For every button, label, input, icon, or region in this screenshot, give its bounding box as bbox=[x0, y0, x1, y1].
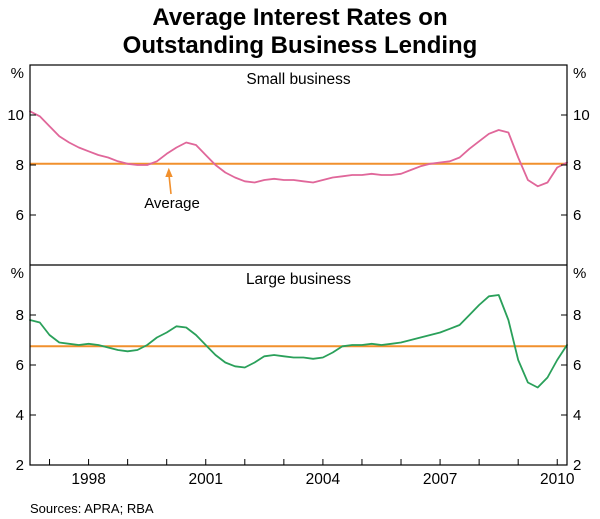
plot-border bbox=[29, 64, 568, 466]
panel-title-small-business: Small business bbox=[246, 71, 350, 88]
y-tick-label: 8 bbox=[16, 157, 24, 174]
x-tick-label: 2007 bbox=[423, 471, 457, 488]
y-tick-label: 4 bbox=[573, 407, 581, 424]
y-tick-label: 8 bbox=[573, 157, 581, 174]
y-tick-label: 4 bbox=[16, 407, 24, 424]
chart-title-line2: Outstanding Business Lending bbox=[122, 32, 478, 60]
average-arrow-icon bbox=[168, 174, 172, 195]
y-tick-label: 10 bbox=[573, 107, 590, 124]
y-tick-label: 2 bbox=[16, 457, 24, 474]
average-arrowhead-icon bbox=[165, 167, 173, 177]
panel-title-large-business: Large business bbox=[246, 271, 351, 288]
large-business-line bbox=[29, 294, 568, 389]
y-tick-label: 6 bbox=[16, 357, 24, 374]
y-axis-unit: % bbox=[11, 265, 24, 282]
y-tick-label: 2 bbox=[573, 457, 581, 474]
y-tick-label: 8 bbox=[16, 307, 24, 324]
y-tick-label: 10 bbox=[7, 107, 24, 124]
chart-title: Average Interest Rates on Outstanding Bu… bbox=[0, 4, 600, 60]
y-axis-unit: % bbox=[11, 65, 24, 82]
y-axis-unit: % bbox=[573, 265, 586, 282]
x-tick-label: 2004 bbox=[306, 471, 341, 488]
y-tick-label: 6 bbox=[573, 357, 581, 374]
small-business-line bbox=[29, 110, 568, 188]
x-tick-label: 2010 bbox=[540, 471, 575, 488]
average-annotation-label: Average bbox=[144, 195, 200, 212]
chart-title-line1: Average Interest Rates on bbox=[152, 4, 448, 31]
x-tick-label: 2001 bbox=[189, 471, 223, 488]
y-tick-label: 6 bbox=[573, 207, 581, 224]
y-tick-label: 8 bbox=[573, 307, 581, 324]
sources-note: Sources: APRA; RBA bbox=[30, 501, 154, 516]
y-tick-label: 6 bbox=[16, 207, 24, 224]
x-tick-label: 1998 bbox=[71, 471, 105, 488]
y-axis-unit: % bbox=[573, 65, 586, 82]
